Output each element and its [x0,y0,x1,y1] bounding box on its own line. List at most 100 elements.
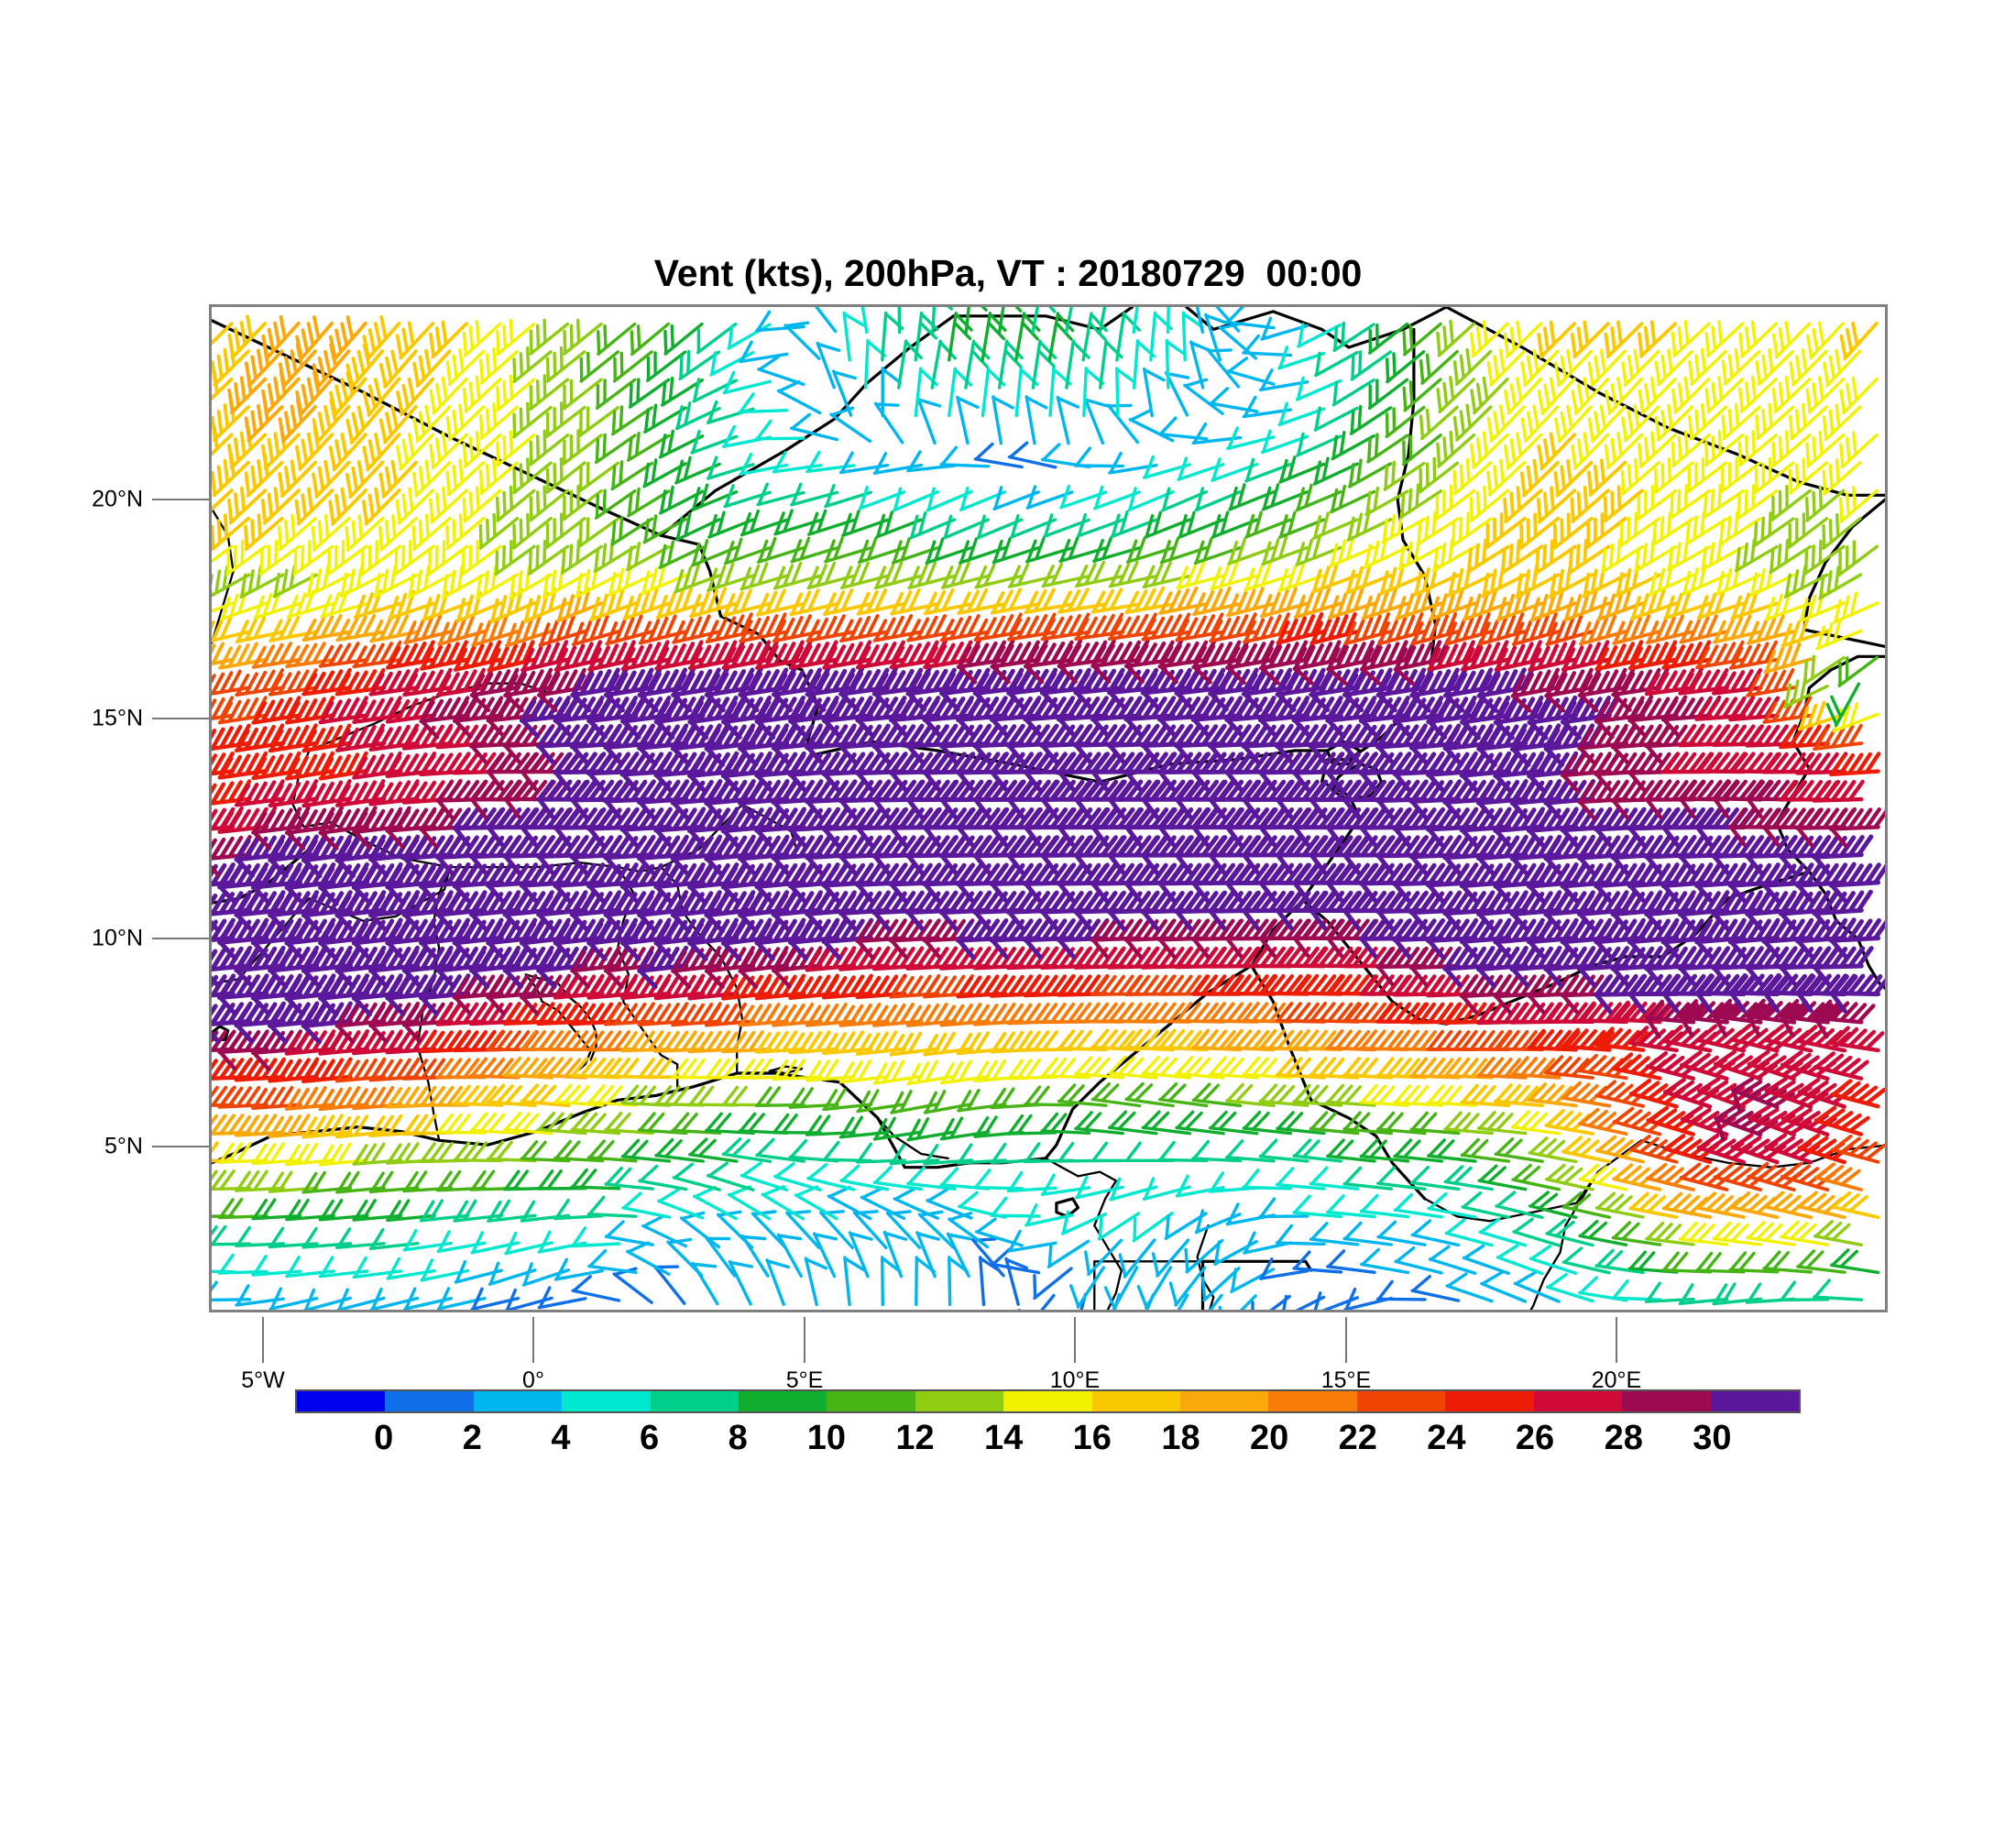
wind-barb [285,1198,335,1222]
wind-barb [328,487,368,526]
wind-barb [360,540,402,576]
wind-barb [893,1187,939,1220]
wind-barb [1209,612,1259,643]
wind-barb [610,405,653,436]
wind-barb [1427,1138,1477,1163]
wind-barb [1697,1077,1762,1109]
wind-barb [843,1256,866,1307]
wind-barb [1803,539,1846,576]
wind-barb [1513,1270,1561,1303]
wind-barb [1763,1191,1813,1220]
wind-barb [1839,431,1879,469]
wind-barb [234,1114,286,1137]
wind-barb [838,946,891,971]
wind-barb [1386,350,1426,384]
wind-barb [1224,1028,1276,1052]
wind-barb [295,370,334,416]
wind-barb [1428,1245,1477,1275]
wind-barb [823,588,873,616]
wind-barb [1326,1138,1376,1163]
wind-barb [529,318,570,356]
wind-barb [658,540,705,569]
wind-barb [1157,974,1211,996]
wind-barb [1828,807,1885,849]
wind-barb [509,565,553,600]
colorbar-segment-2 [473,1391,563,1411]
wind-barb [1496,1244,1544,1276]
wind-barb [520,1083,571,1108]
wind-barb [855,640,907,670]
wind-barb [393,540,435,576]
colorbar-tick-0: 0 [374,1419,394,1457]
wind-barb [318,1199,369,1222]
wind-barb [926,487,973,512]
wind-barb [1177,1293,1189,1310]
wind-barb [1627,640,1679,671]
wind-barb [1585,512,1627,549]
wind-barb [1788,457,1829,495]
wind-barb [385,1029,437,1055]
wind-barb [373,565,419,598]
wind-barb [402,1114,454,1136]
wind-barb [754,419,805,441]
wind-barb [788,640,839,670]
wind-barb [1780,1104,1837,1137]
wind-barb [586,1195,638,1218]
wind-barb [755,310,805,333]
wind-barb [1006,1002,1057,1026]
wind-barb [772,614,823,643]
wind-barb [268,1057,320,1083]
wind-barb [586,973,639,1000]
wind-barb [1837,655,1879,687]
wind-barb [1326,1194,1376,1219]
wind-barb [1436,376,1476,414]
wind-barb [672,1162,721,1191]
wind-barb [788,1030,839,1055]
wind-barb [881,367,902,418]
wind-barb [1805,321,1845,360]
wind-barb [520,1140,571,1163]
wind-barb [301,1057,353,1083]
wind-barb [1039,946,1092,970]
wind-barb [595,378,637,410]
wind-barb [612,350,653,383]
wind-barb [1276,611,1327,645]
wind-barb [1175,1056,1225,1080]
wind-barb [1392,974,1445,997]
colorbar-segment-1 [385,1391,474,1411]
wind-barb [872,1059,923,1085]
wind-barb [369,614,420,643]
colorbar-segment-13 [1445,1391,1534,1411]
wind-barb [721,1137,772,1163]
wind-barb [1295,535,1342,566]
wind-barb [1402,322,1442,357]
wind-barb [1175,612,1225,642]
wind-barb [1192,587,1243,617]
wind-barb [1646,1105,1703,1136]
wind-barb [1452,347,1493,386]
wind-barb [923,1143,973,1166]
wind-barb [1242,1169,1293,1191]
wind-barb [419,752,471,777]
wind-barb [345,343,385,390]
wind-barb [1486,404,1526,443]
wind-barb [1419,349,1459,385]
wind-barb [620,640,672,672]
wind-barb [1671,430,1711,467]
wind-barb [1444,1218,1494,1247]
wind-barb [212,397,250,442]
wind-barb [1470,431,1509,469]
wind-barb [872,1165,923,1191]
wind-barb [1047,312,1075,362]
wind-barb [1805,485,1846,522]
wind-barb [1224,973,1278,996]
wind-barb [1076,512,1124,538]
coastline-path [1185,307,1449,349]
wind-barb [1721,347,1761,386]
map-plot-area[interactable] [209,304,1888,1312]
wind-barb [362,433,401,472]
colorbar-ticks: 0 2 4 6 8 10 12 14 16 18 20 22 24 26 28 30 [295,1413,1801,1468]
wind-barb [1429,587,1477,621]
wind-barb [1822,458,1862,496]
wind-barb [931,307,954,335]
